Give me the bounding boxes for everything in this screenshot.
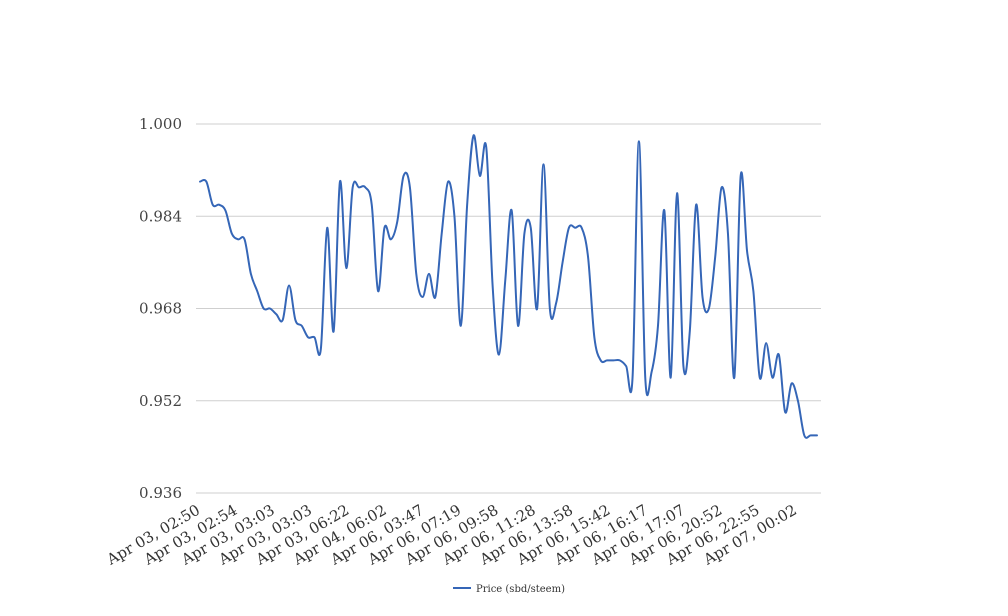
y-tick-label: 0.952 [139, 392, 182, 410]
legend: Price (sbd/steem) [453, 584, 565, 595]
y-tick-label: 1.000 [139, 115, 182, 133]
legend-label: Price (sbd/steem) [476, 584, 565, 595]
y-tick-label: 0.968 [139, 300, 182, 318]
y-axis-ticks: 1.000 0.984 0.968 0.952 0.936 [139, 115, 182, 502]
grid-lines [196, 123, 821, 494]
series-line-price [199, 134, 818, 439]
y-tick-label: 0.984 [139, 207, 182, 225]
y-tick-label: 0.936 [139, 484, 182, 502]
series-layer [199, 134, 818, 439]
